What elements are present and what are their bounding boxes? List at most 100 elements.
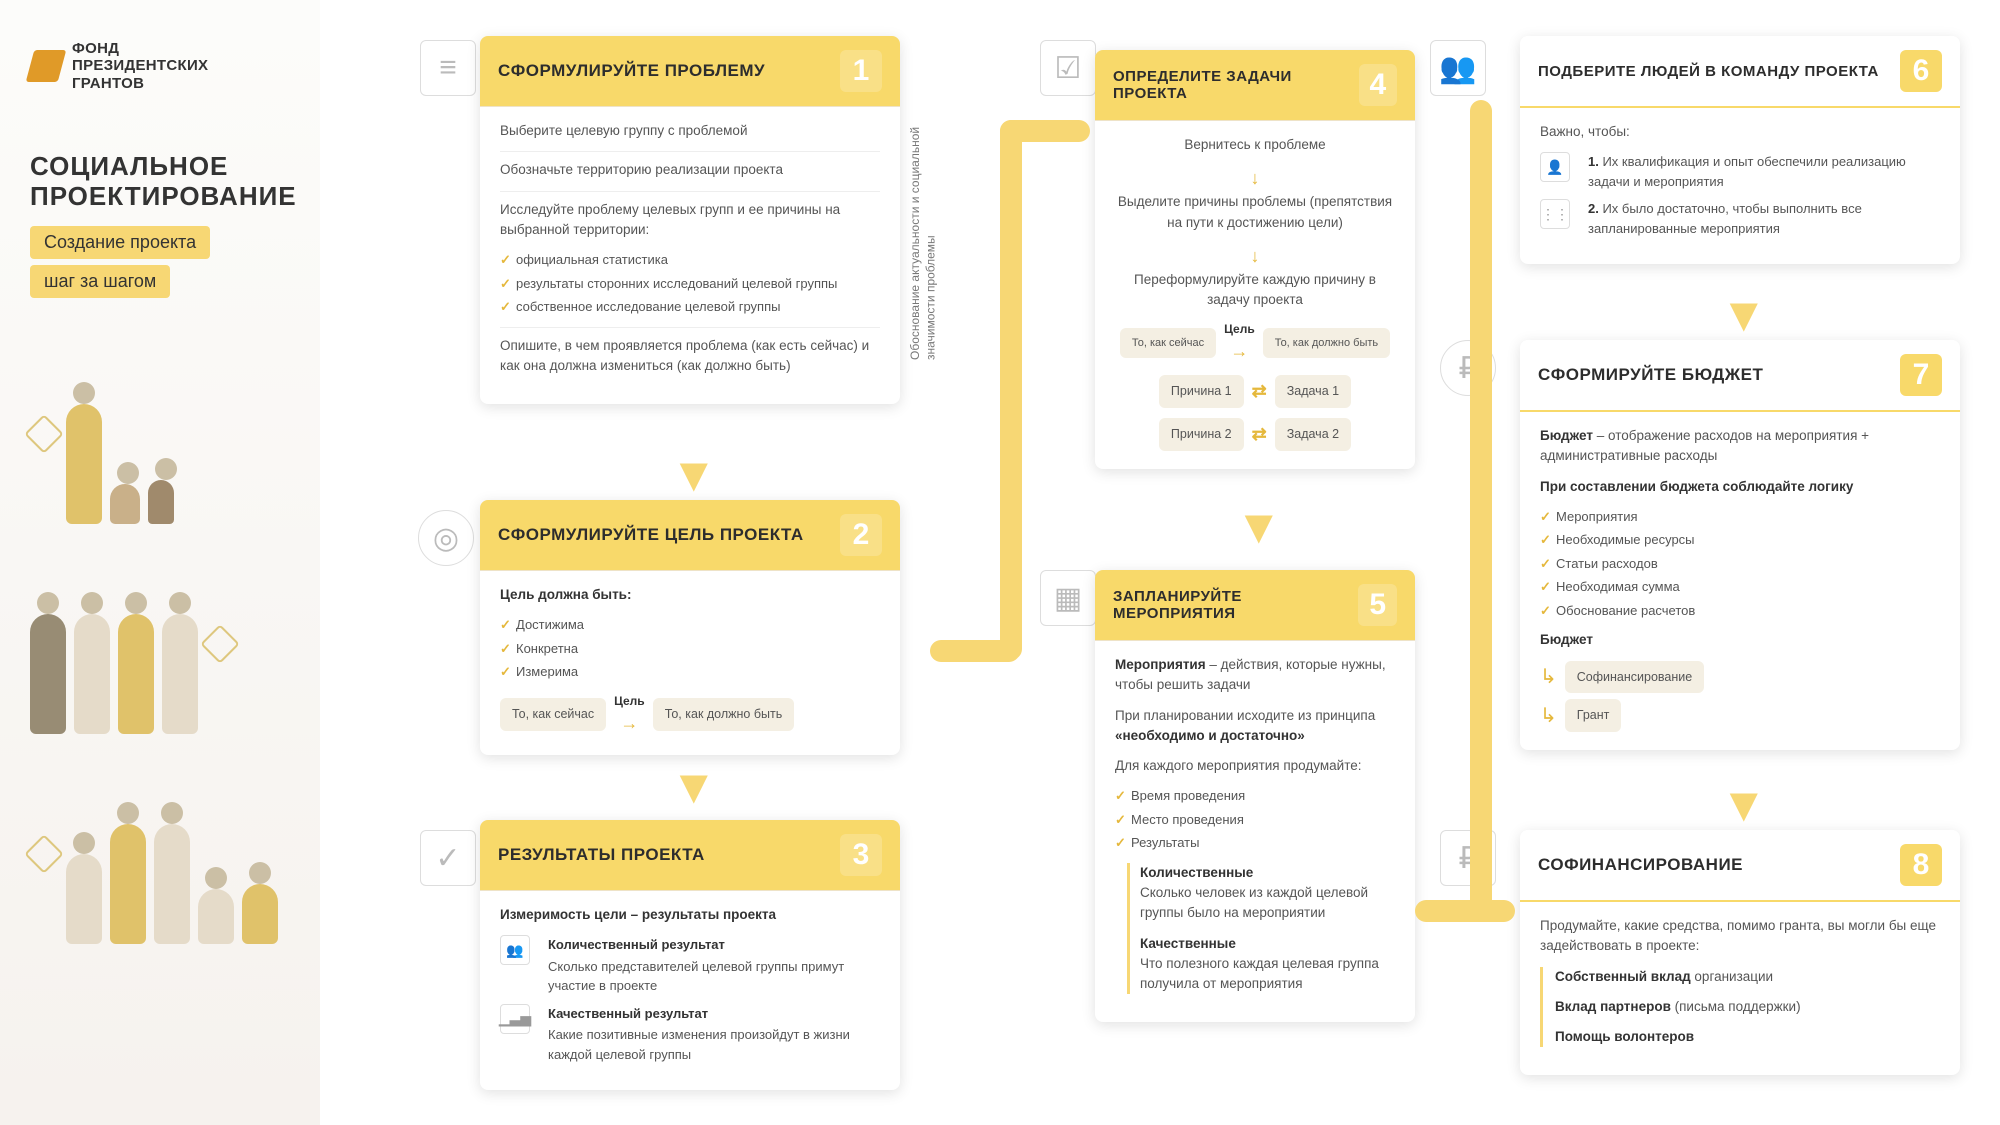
card8-i3h: Помощь волонтеров — [1555, 1027, 1940, 1047]
card1-p3: Исследуйте проблему целевых групп и ее п… — [500, 200, 880, 241]
flow-connector — [930, 640, 1020, 662]
logo: ФОНД ПРЕЗИДЕНТСКИХ ГРАНТОВ — [30, 40, 290, 92]
card-step8: СОФИНАНСИРОВАНИЕ 8 Продумайте, какие сре… — [1520, 830, 1960, 1075]
logo-line2: ПРЕЗИДЕНТСКИХ — [72, 57, 208, 74]
card2-lead: Цель должна быть: — [500, 585, 880, 605]
card7-body: Бюджет – отображение расходов на меропри… — [1520, 412, 1960, 750]
card4-body: Вернитесь к проблеме ↓ Выделите причины … — [1095, 121, 1415, 469]
document-icon: ≡ — [420, 40, 476, 96]
card2-title: СФОРМУЛИРУЙТЕ ЦЕЛЬ ПРОЕКТА — [498, 525, 804, 545]
card-step7: СФОРМИРУЙТЕ БЮДЖЕТ 7 Бюджет – отображени… — [1520, 340, 1960, 750]
card4-p2: Выделите причины проблемы (препятствия н… — [1115, 192, 1395, 233]
card7-item: Необходимая сумма — [1540, 577, 1940, 597]
card8-i2t: (письма поддержки) — [1671, 999, 1801, 1014]
card2-list: Достижима Конкретна Измерима — [500, 615, 880, 682]
chart-icon: ▁▃▅ — [500, 1004, 530, 1034]
card3-lead: Измеримость цели – результаты проекта — [500, 905, 880, 925]
sidebar: ФОНД ПРЕЗИДЕНТСКИХ ГРАНТОВ СОЦИАЛЬНОЕ ПР… — [0, 0, 320, 1125]
flow-connector — [1470, 100, 1492, 920]
title-line1: СОЦИАЛЬНОЕ — [30, 152, 290, 182]
card2-number: 2 — [840, 514, 882, 556]
card1-item: собственное исследование целевой группы — [500, 297, 880, 317]
card5-p2b: «необходимо и достаточно» — [1115, 728, 1305, 743]
card5-list: Время проведения Место проведения Резуль… — [1115, 786, 1395, 853]
card7-p1a: Бюджет — [1540, 428, 1593, 443]
subtitle2: шаг за шагом — [30, 265, 170, 298]
logo-mark-icon — [26, 50, 67, 82]
card1-head: СФОРМУЛИРУЙТЕ ПРОБЛЕМУ 1 — [480, 36, 900, 107]
card7-title: СФОРМИРУЙТЕ БЮДЖЕТ — [1538, 365, 1763, 385]
people-icon: 👥 — [500, 935, 530, 965]
card4-number: 4 — [1359, 64, 1397, 106]
card5-p1a: Мероприятия — [1115, 657, 1206, 672]
card-step3: РЕЗУЛЬТАТЫ ПРОЕКТА 3 Измеримость цели – … — [480, 820, 900, 1090]
page-title: СОЦИАЛЬНОЕ ПРОЕКТИРОВАНИЕ — [30, 152, 290, 212]
card1-body: Выберите целевую группу с проблемой Обоз… — [480, 107, 900, 404]
card5-q2h: Качественные — [1140, 936, 1236, 951]
card4-p1: Вернитесь к проблеме — [1115, 135, 1395, 155]
pill-cofinance: Софинансирование — [1565, 661, 1704, 694]
flow-arrow-4-5 — [1235, 500, 1283, 555]
card7-p2: При составлении бюджета соблюдайте логик… — [1540, 477, 1940, 497]
pill-task: Задача 1 — [1275, 375, 1351, 408]
arrow-branch-icon: ↳ — [1540, 662, 1557, 692]
flow-arrow-6-7 — [1720, 288, 1768, 343]
card5-item: Время проведения — [1115, 786, 1395, 806]
card8-i1t: организации — [1691, 969, 1773, 984]
card7-item: Необходимые ресурсы — [1540, 530, 1940, 550]
card8-head: СОФИНАНСИРОВАНИЕ 8 — [1520, 830, 1960, 902]
card5-body: Мероприятия – действия, которые нужны, ч… — [1095, 641, 1415, 1022]
arrow-right-icon: → — [614, 710, 645, 737]
card7-item: Мероприятия — [1540, 507, 1940, 527]
card6-head: ПОДБЕРИТЕ ЛЮДЕЙ В КОМАНДУ ПРОЕКТА 6 — [1520, 36, 1960, 108]
card1-item: официальная статистика — [500, 250, 880, 270]
card4-p3: Переформулируйте каждую причину в задачу… — [1115, 270, 1395, 311]
card-step2: СФОРМУЛИРУЙТЕ ЦЕЛЬ ПРОЕКТА 2 Цель должна… — [480, 500, 900, 755]
arrow-bidir-icon: ⇄ — [1252, 378, 1267, 405]
card5-q1t: Сколько человек из каждой целевой группы… — [1140, 885, 1368, 920]
pill-cause: Причина 1 — [1159, 375, 1244, 408]
card3-title: РЕЗУЛЬТАТЫ ПРОЕКТА — [498, 845, 705, 865]
card7-item: Обоснование расчетов — [1540, 601, 1940, 621]
pill-now: То, как сейчас — [1120, 328, 1216, 359]
card6-r2h: 2. — [1588, 201, 1599, 216]
card5-title: ЗАПЛАНИРУЙТЕ МЕРОПРИЯТИЯ — [1113, 588, 1348, 622]
logo-text: ФОНД ПРЕЗИДЕНТСКИХ ГРАНТОВ — [72, 40, 208, 92]
flow-arrow-7-8 — [1720, 778, 1768, 833]
card8-title: СОФИНАНСИРОВАНИЕ — [1538, 855, 1743, 875]
card5-number: 5 — [1358, 584, 1397, 626]
subtitle1: Создание проекта — [30, 226, 210, 259]
card2-head: СФОРМУЛИРУЙТЕ ЦЕЛЬ ПРОЕКТА 2 — [480, 500, 900, 571]
card1-list: официальная статистика результаты сторон… — [500, 250, 880, 317]
calendar-icon: ▦ — [1040, 570, 1096, 626]
flow-connector — [1000, 120, 1090, 142]
sidebar-illustrations — [30, 344, 290, 944]
card5-head: ЗАПЛАНИРУЙТЕ МЕРОПРИЯТИЯ 5 — [1095, 570, 1415, 641]
card6-title: ПОДБЕРИТЕ ЛЮДЕЙ В КОМАНДУ ПРОЕКТА — [1538, 63, 1879, 80]
arrow-branch-icon: ↳ — [1540, 701, 1557, 731]
target-icon: ◎ — [418, 510, 474, 566]
title-line2: ПРОЕКТИРОВАНИЕ — [30, 182, 290, 212]
card8-i1h: Собственный вклад — [1555, 969, 1691, 984]
card7-number: 7 — [1900, 354, 1942, 396]
card3-r1-h: Количественный результат — [548, 935, 880, 955]
pill-task: Задача 2 — [1275, 418, 1351, 451]
card8-body: Продумайте, какие средства, помимо грант… — [1520, 902, 1960, 1075]
card1-item: результаты сторонних исследований целево… — [500, 274, 880, 294]
pill-grant: Грант — [1565, 699, 1622, 732]
arrow-down-icon: ↓ — [1115, 165, 1395, 192]
card3-body: Измеримость цели – результаты проекта 👥 К… — [480, 891, 900, 1090]
card6-body: Важно, чтобы: 👤1. Их квалификация и опыт… — [1520, 108, 1960, 264]
arrow-down-icon: ↓ — [1115, 243, 1395, 270]
card8-number: 8 — [1900, 844, 1942, 886]
arrow-right-icon: → — [1224, 338, 1255, 365]
card2-body: Цель должна быть: Достижима Конкретна Из… — [480, 571, 900, 755]
pill-goal-label: Цель — [1224, 320, 1255, 338]
pill-cause: Причина 2 — [1159, 418, 1244, 451]
card8-p1: Продумайте, какие средства, помимо грант… — [1540, 916, 1940, 957]
card3-r1-t: Сколько представителей целевой группы пр… — [548, 959, 844, 994]
group-icon: ⋮⋮ — [1540, 199, 1570, 229]
card5-q1h: Количественные — [1140, 865, 1253, 880]
flow-connector — [1415, 900, 1515, 922]
card5-p3: Для каждого мероприятия продумайте: — [1115, 756, 1395, 776]
